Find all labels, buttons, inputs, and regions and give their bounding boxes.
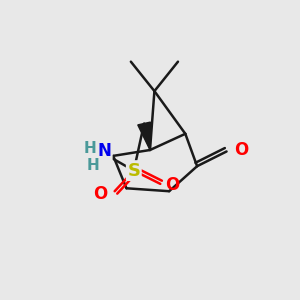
Text: H: H [83, 141, 96, 156]
Polygon shape [138, 122, 150, 150]
Text: H: H [86, 158, 99, 173]
Text: S: S [127, 162, 140, 180]
Text: O: O [166, 176, 180, 194]
Text: O: O [234, 141, 248, 159]
Text: N: N [98, 142, 111, 160]
Text: O: O [93, 185, 107, 203]
